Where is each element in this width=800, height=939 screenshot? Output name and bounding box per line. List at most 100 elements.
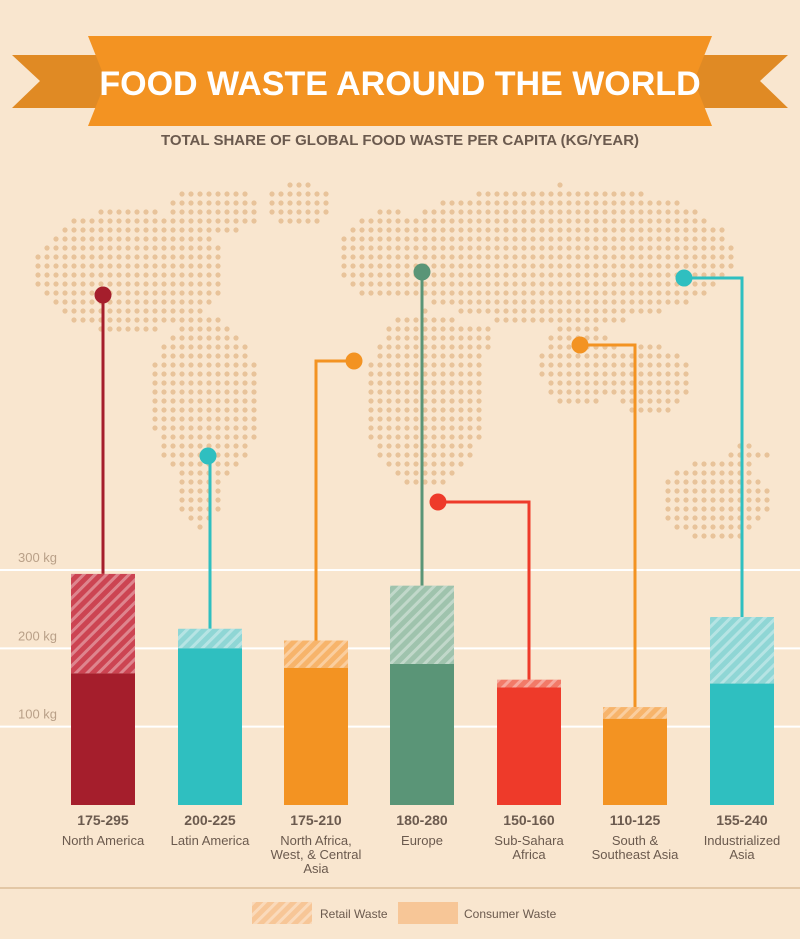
map-dot (134, 290, 140, 296)
map-dot (593, 308, 599, 314)
map-dot (575, 317, 581, 323)
map-dot (395, 416, 401, 422)
map-dot (368, 389, 374, 395)
map-dot (431, 425, 437, 431)
map-dot (62, 308, 68, 314)
map-dot (179, 443, 185, 449)
map-dot (188, 317, 194, 323)
map-dot (197, 344, 203, 350)
map-dot (242, 416, 248, 422)
map-dot (341, 236, 347, 242)
map-dot (107, 281, 113, 287)
map-dot (638, 362, 644, 368)
map-dot (593, 281, 599, 287)
map-dot (557, 200, 563, 206)
map-dot (566, 245, 572, 251)
map-dot (224, 452, 230, 458)
map-dot (188, 308, 194, 314)
map-dot (557, 245, 563, 251)
map-dot (287, 209, 293, 215)
map-dot (701, 245, 707, 251)
map-dot (188, 236, 194, 242)
map-dot (494, 209, 500, 215)
bar-retail-hatch (178, 628, 242, 649)
map-dot (404, 317, 410, 323)
map-dot (98, 236, 104, 242)
map-dot (377, 425, 383, 431)
map-dot (710, 470, 716, 476)
map-dot (197, 263, 203, 269)
map-dot (224, 461, 230, 467)
map-dot (413, 236, 419, 242)
map-dot (323, 200, 329, 206)
map-dot (665, 353, 671, 359)
map-dot (683, 236, 689, 242)
map-dot (404, 479, 410, 485)
map-dot (431, 479, 437, 485)
map-dot (404, 227, 410, 233)
map-dot (449, 299, 455, 305)
map-dot (476, 308, 482, 314)
map-dot (674, 515, 680, 521)
map-dot (386, 326, 392, 332)
map-dot (71, 254, 77, 260)
map-dot (656, 227, 662, 233)
map-dot (539, 299, 545, 305)
map-dot (224, 218, 230, 224)
map-dot (134, 209, 140, 215)
map-dot (98, 209, 104, 215)
map-dot (719, 236, 725, 242)
map-dot (179, 308, 185, 314)
map-dot (611, 209, 617, 215)
map-dot (719, 488, 725, 494)
map-dot (458, 434, 464, 440)
map-dot (206, 380, 212, 386)
map-dot (89, 290, 95, 296)
map-dot (638, 398, 644, 404)
map-dot (422, 416, 428, 422)
map-dot (431, 362, 437, 368)
map-dot (647, 236, 653, 242)
map-dot (458, 344, 464, 350)
map-dot (440, 434, 446, 440)
map-dot (368, 416, 374, 422)
map-dot (449, 443, 455, 449)
map-dot (431, 227, 437, 233)
map-dot (656, 263, 662, 269)
map-dot (152, 227, 158, 233)
map-dot (602, 389, 608, 395)
map-dot (98, 272, 104, 278)
map-dot (503, 317, 509, 323)
map-dot (269, 209, 275, 215)
map-dot (530, 218, 536, 224)
map-dot (476, 191, 482, 197)
map-dot (188, 398, 194, 404)
map-dot (287, 182, 293, 188)
region-marker-dot (94, 286, 112, 304)
map-dot (566, 308, 572, 314)
map-dot (584, 362, 590, 368)
bar-retail-hatch (710, 617, 774, 684)
map-dot (692, 506, 698, 512)
map-dot (125, 299, 131, 305)
map-dot (404, 389, 410, 395)
map-dot (602, 335, 608, 341)
map-dot (422, 236, 428, 242)
map-dot (62, 263, 68, 269)
map-dot (620, 398, 626, 404)
map-dot (404, 416, 410, 422)
map-dot (584, 263, 590, 269)
map-dot (728, 533, 734, 539)
map-dot (368, 407, 374, 413)
map-dot (440, 218, 446, 224)
map-dot (449, 452, 455, 458)
y-tick-labels: 100 kg 200 kg 300 kg (18, 550, 57, 722)
map-dot (179, 200, 185, 206)
map-dot (656, 344, 662, 350)
map-dot (440, 443, 446, 449)
map-dot (476, 362, 482, 368)
map-dot (683, 497, 689, 503)
map-dot (431, 416, 437, 422)
map-dot (233, 335, 239, 341)
map-dot (548, 227, 554, 233)
